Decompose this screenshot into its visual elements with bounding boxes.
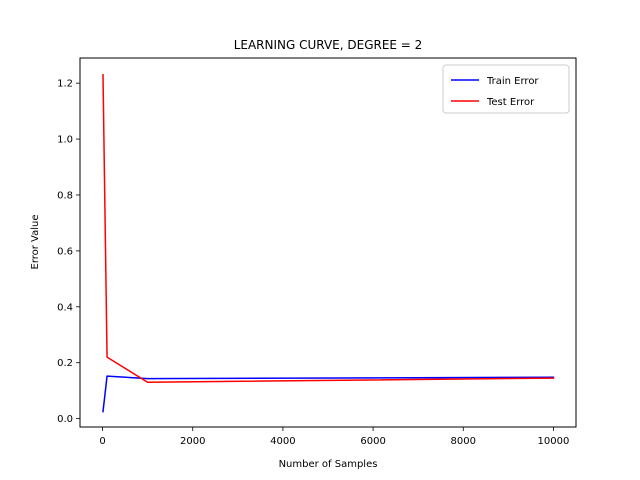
- legend-label-1: Test Error: [486, 97, 535, 108]
- plot-area-frame: [79, 57, 577, 428]
- y-tick-label: 0.8: [57, 190, 73, 201]
- x-tick-label: 2000: [180, 436, 205, 447]
- x-tick-label: 0: [99, 436, 105, 447]
- y-tick-label: 0.6: [57, 246, 73, 257]
- series-line-0: [102, 375, 555, 413]
- legend-label-0: Train Error: [486, 76, 539, 87]
- y-tick-label: 0.0: [57, 414, 73, 425]
- legend: Train Error Test Error: [442, 64, 570, 114]
- series-line-1: [102, 74, 555, 384]
- y-axis-label: Error Value: [30, 214, 41, 269]
- x-axis-ticks: 0 2000 4000 6000 8000 10000: [99, 427, 569, 447]
- chart-title: LEARNING CURVE, DEGREE = 2: [234, 38, 423, 52]
- y-axis-ticks: 0.0 0.2 0.4 0.6 0.8 1.0 1.2: [57, 79, 80, 425]
- y-tick-label: 1.0: [57, 135, 73, 146]
- series-layer: [102, 74, 555, 413]
- y-tick-label: 1.2: [57, 79, 73, 90]
- x-axis-label: Number of Samples: [279, 459, 378, 470]
- x-tick-label: 8000: [451, 436, 476, 447]
- y-tick-label: 0.4: [57, 302, 73, 313]
- x-tick-label: 10000: [538, 436, 570, 447]
- y-tick-label: 0.2: [57, 358, 73, 369]
- x-tick-label: 4000: [270, 436, 295, 447]
- x-tick-label: 6000: [360, 436, 385, 447]
